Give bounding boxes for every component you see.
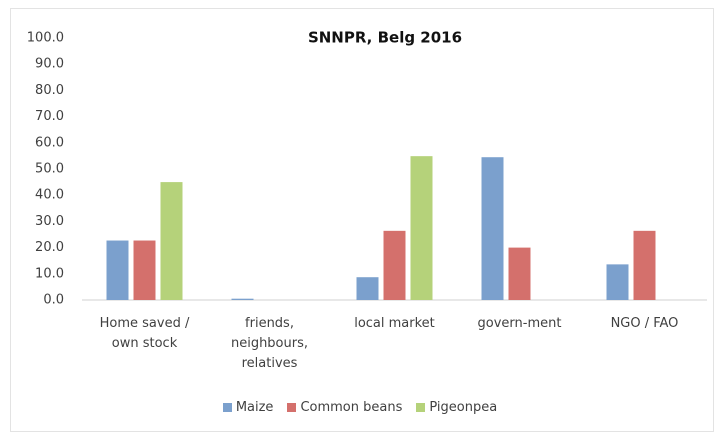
bar — [633, 230, 656, 300]
legend: Maize Common beans Pigeonpea — [0, 400, 720, 415]
legend-label: Pigeonpea — [429, 400, 498, 415]
bar — [508, 247, 531, 300]
bar — [160, 182, 183, 300]
legend-swatch — [287, 403, 297, 412]
bar — [231, 298, 254, 300]
y-tick-label: 100.0 — [27, 31, 64, 46]
y-tick-label: 70.0 — [35, 109, 64, 124]
bar — [410, 156, 433, 300]
x-tick-label: govern-ment — [477, 316, 562, 331]
bar — [133, 240, 156, 300]
y-tick-label: 40.0 — [35, 188, 64, 203]
bar — [356, 277, 379, 300]
y-tick-label: 50.0 — [35, 162, 64, 177]
legend-swatch — [416, 403, 426, 412]
bar — [383, 230, 406, 300]
y-tick-label: 30.0 — [35, 214, 64, 229]
legend-swatch — [222, 403, 232, 412]
legend-item: Common beans — [287, 400, 402, 415]
y-tick-label: 60.0 — [35, 135, 64, 150]
x-tick-label: local market — [354, 316, 435, 331]
y-tick-label: 80.0 — [35, 83, 64, 98]
bar — [606, 264, 629, 300]
y-tick-label: 10.0 — [35, 266, 64, 281]
legend-label: Common beans — [300, 400, 403, 415]
legend-item: Maize — [222, 400, 274, 415]
y-tick-label: 90.0 — [35, 57, 64, 72]
x-tick-label: friends, neighbours, relatives — [230, 316, 309, 371]
bar — [106, 240, 129, 300]
chart-title: SNNPR, Belg 2016 — [308, 29, 462, 47]
bar — [481, 157, 504, 300]
y-tick-label: 20.0 — [35, 240, 64, 255]
legend-item: Pigeonpea — [416, 400, 497, 415]
y-tick-label: 0.0 — [43, 293, 64, 308]
x-tick-label: NGO / FAO — [610, 316, 679, 331]
legend-label: Maize — [235, 400, 274, 415]
chart-frame — [10, 8, 714, 432]
x-tick-label: Home saved / own stock — [99, 316, 190, 351]
